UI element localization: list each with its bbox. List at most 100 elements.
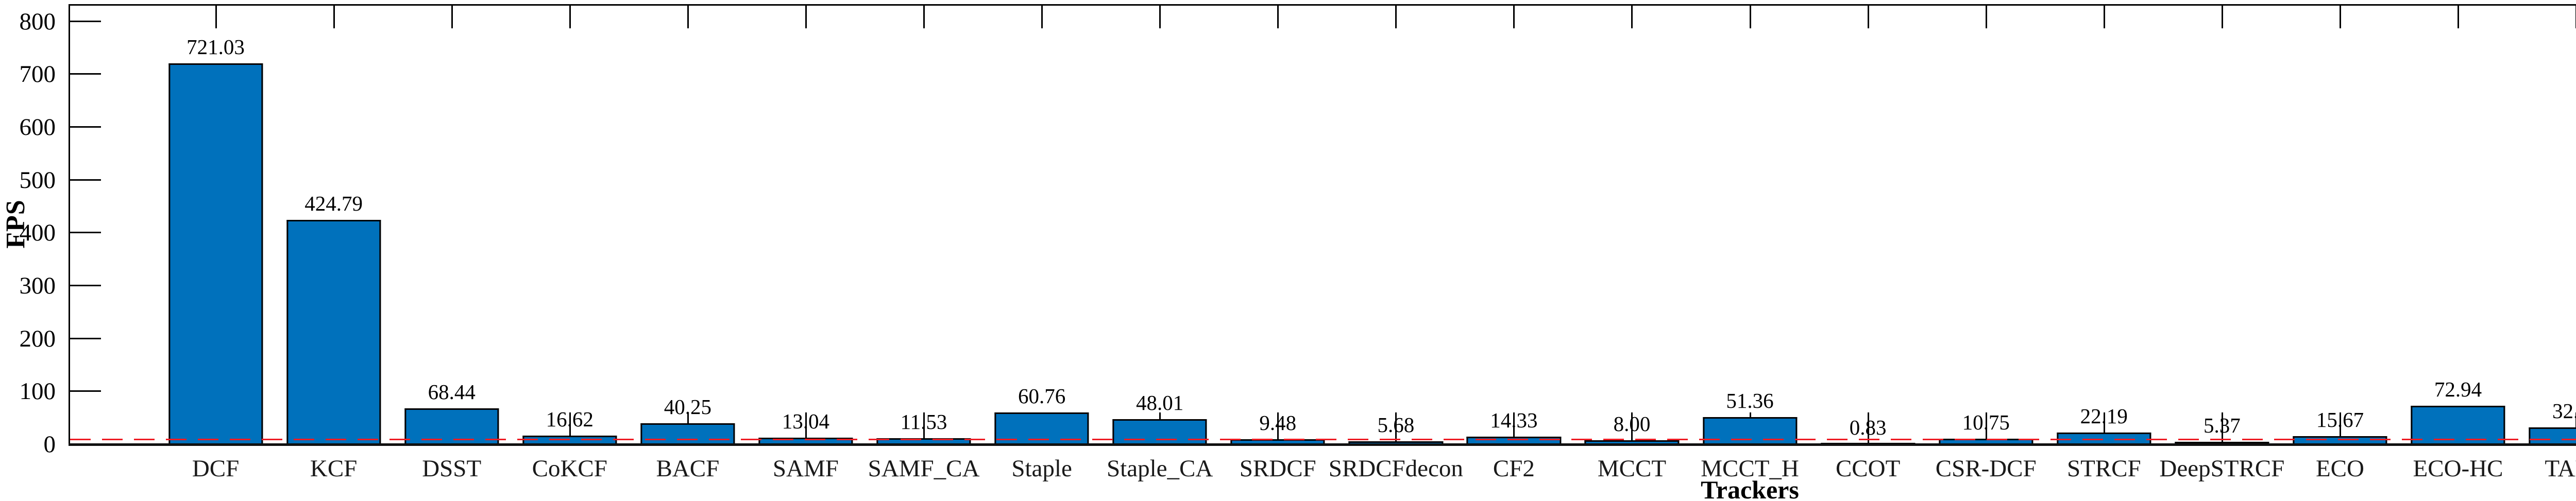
x-tick-mark-top: [2103, 6, 2105, 28]
bar-slot-ECO: 15.67 ECO: [2281, 6, 2399, 481]
x-tick-mark-top: [1277, 6, 1279, 28]
bar-value-label: 51.36: [1726, 389, 1774, 413]
bar-MCCT: [1584, 440, 1680, 444]
y-tick-label: 100: [19, 378, 56, 405]
x-tick-mark-top: [2458, 6, 2460, 28]
bar-slot-CF2: 14.33 CF2: [1455, 6, 1573, 481]
bar-slot-DSST: 68.44 DSST: [393, 6, 511, 481]
y-tick-label: 300: [19, 272, 56, 300]
bar-value-label: 40.25: [664, 394, 711, 419]
x-tick-mark-top: [1041, 6, 1043, 28]
y-tick-label: 600: [19, 114, 56, 141]
x-tick-mark-bottom: [2339, 412, 2341, 444]
bar-ECO-HC: [2411, 406, 2505, 444]
bar-DCF: [168, 63, 263, 444]
x-tick-mark-bottom: [1631, 412, 1633, 444]
x-tick-mark-top: [2221, 6, 2223, 28]
bar-value-label: 10.75: [1962, 410, 2010, 434]
x-tick-label-CSR-DCF: CSR-DCF: [1935, 455, 2037, 482]
y-tick-labels: 0 100 200 300 400 500 600 700 800: [0, 4, 56, 458]
x-tick-label-SRDCF: SRDCF: [1239, 455, 1316, 482]
bar-value-label: 424.79: [304, 191, 363, 215]
x-tick-label-SAMF_CA: SAMF_CA: [868, 455, 980, 482]
bar-Staple_CA: [1112, 419, 1207, 444]
bar-SRDCFdecon: [1348, 441, 1443, 444]
x-tick-mark-top: [1749, 6, 1751, 28]
y-tick-mark-left: [70, 126, 101, 128]
x-tick-mark-bottom: [1513, 412, 1515, 444]
y-tick-label: 0: [43, 431, 56, 458]
plot-area: 721.03 DCF 424.79 KCF 68.44 DSST 16.62 CoKCF 40.…: [69, 4, 2576, 481]
bar-slot-TADT: 32.04 TADT: [2517, 6, 2576, 481]
bar-STRCF: [2057, 433, 2151, 444]
x-tick-mark-top: [569, 6, 571, 28]
x-tick-label-TADT: TADT: [2545, 455, 2576, 482]
x-tick-mark-top: [1395, 6, 1397, 28]
y-tick-label: 700: [19, 61, 56, 88]
bar-value-label: 32.04: [2552, 399, 2576, 423]
x-tick-label-DeepSTRCF: DeepSTRCF: [2159, 455, 2285, 482]
bar-slot-SAMF: 13.04 SAMF: [747, 6, 865, 481]
bar-TADT: [2529, 427, 2576, 444]
x-tick-label-ECO: ECO: [2315, 455, 2364, 482]
x-tick-mark-bottom: [569, 412, 571, 444]
x-tick-label-CCOT: CCOT: [1835, 455, 1901, 482]
x-tick-label-DSST: DSST: [422, 455, 482, 482]
bar-ECO: [2293, 436, 2387, 444]
bar-slot-DeepSTRCF: 5.37 DeepSTRCF: [2159, 6, 2284, 481]
bar-value-label: 48.01: [1136, 390, 1184, 414]
y-tick-mark-left: [70, 179, 101, 181]
realtime-threshold-line: [70, 438, 2576, 440]
bar-slot-MCCT: 8.00 MCCT: [1573, 6, 1691, 481]
bar-KCF: [286, 219, 381, 444]
bar-slot-BACF: 40.25 BACF: [629, 6, 747, 481]
bar-value-label: 5.68: [1377, 413, 1415, 437]
y-tick-mark-left: [70, 232, 101, 234]
x-tick-mark-top: [1159, 6, 1161, 28]
bar-slot-STRCF: 22.19 STRCF: [2045, 6, 2163, 481]
y-tick-label: 500: [19, 166, 56, 194]
x-tick-mark-top: [333, 6, 335, 28]
x-tick-label-MCCT_H: MCCT_H: [1701, 455, 1799, 482]
x-tick-mark-top: [1985, 6, 1987, 28]
bar-slot-SAMF_CA: 11.53 SAMF_CA: [865, 6, 982, 481]
bar-value-label: 22.19: [2080, 404, 2128, 428]
bar-slot-Staple_CA: 48.01 Staple_CA: [1101, 6, 1219, 481]
x-tick-label-MCCT: MCCT: [1597, 455, 1667, 482]
bar-value-label: 5.37: [2203, 413, 2241, 437]
y-tick-mark-left: [70, 20, 101, 22]
y-tick-mark-left: [70, 390, 101, 392]
x-tick-mark-top: [2339, 6, 2341, 28]
bar-DSST: [404, 408, 499, 444]
x-axis-line: [69, 443, 2576, 446]
x-tick-label-Staple: Staple: [1011, 455, 1072, 482]
bar-value-label: 15.67: [2316, 407, 2364, 431]
x-tick-mark-bottom: [2221, 412, 2223, 444]
x-tick-label-SRDCFdecon: SRDCFdecon: [1328, 455, 1463, 482]
bar-value-label: 72.94: [2434, 377, 2482, 402]
x-tick-mark-bottom: [1985, 412, 1987, 444]
bar-slot-ECO-HC: 72.94 ECO-HC: [2399, 6, 2517, 481]
x-tick-mark-top: [923, 6, 925, 28]
x-tick-label-CoKCF: CoKCF: [532, 455, 607, 482]
bar-DeepSTRCF: [2175, 441, 2269, 444]
bar-value-label: 14.33: [1490, 408, 1538, 433]
bar-value-label: 8.00: [1613, 411, 1651, 436]
bar-value-label: 16.62: [546, 407, 594, 431]
x-tick-mark-top: [805, 6, 807, 28]
y-tick-label: 400: [19, 219, 56, 247]
y-tick-label: 200: [19, 325, 56, 352]
x-tick-label-STRCF: STRCF: [2066, 455, 2141, 482]
x-tick-mark-bottom: [1395, 412, 1397, 444]
x-tick-mark-bottom: [923, 412, 925, 444]
bar-slot-SRDCFdecon: 5.68 SRDCFdecon: [1329, 6, 1463, 481]
bar-slot-CSR-DCF: 10.75 CSR-DCF: [1927, 6, 2045, 481]
x-tick-label-KCF: KCF: [310, 455, 358, 482]
y-tick-mark-left: [70, 285, 101, 287]
y-tick-mark-left: [70, 73, 101, 75]
bar-value-label: 0.83: [1849, 416, 1887, 439]
x-tick-mark-top: [451, 6, 453, 28]
x-axis-title: Trackers: [1701, 475, 1799, 501]
bar-slot-CoKCF: 16.62 CoKCF: [511, 6, 629, 481]
bar-value-label: 13.04: [782, 409, 830, 433]
